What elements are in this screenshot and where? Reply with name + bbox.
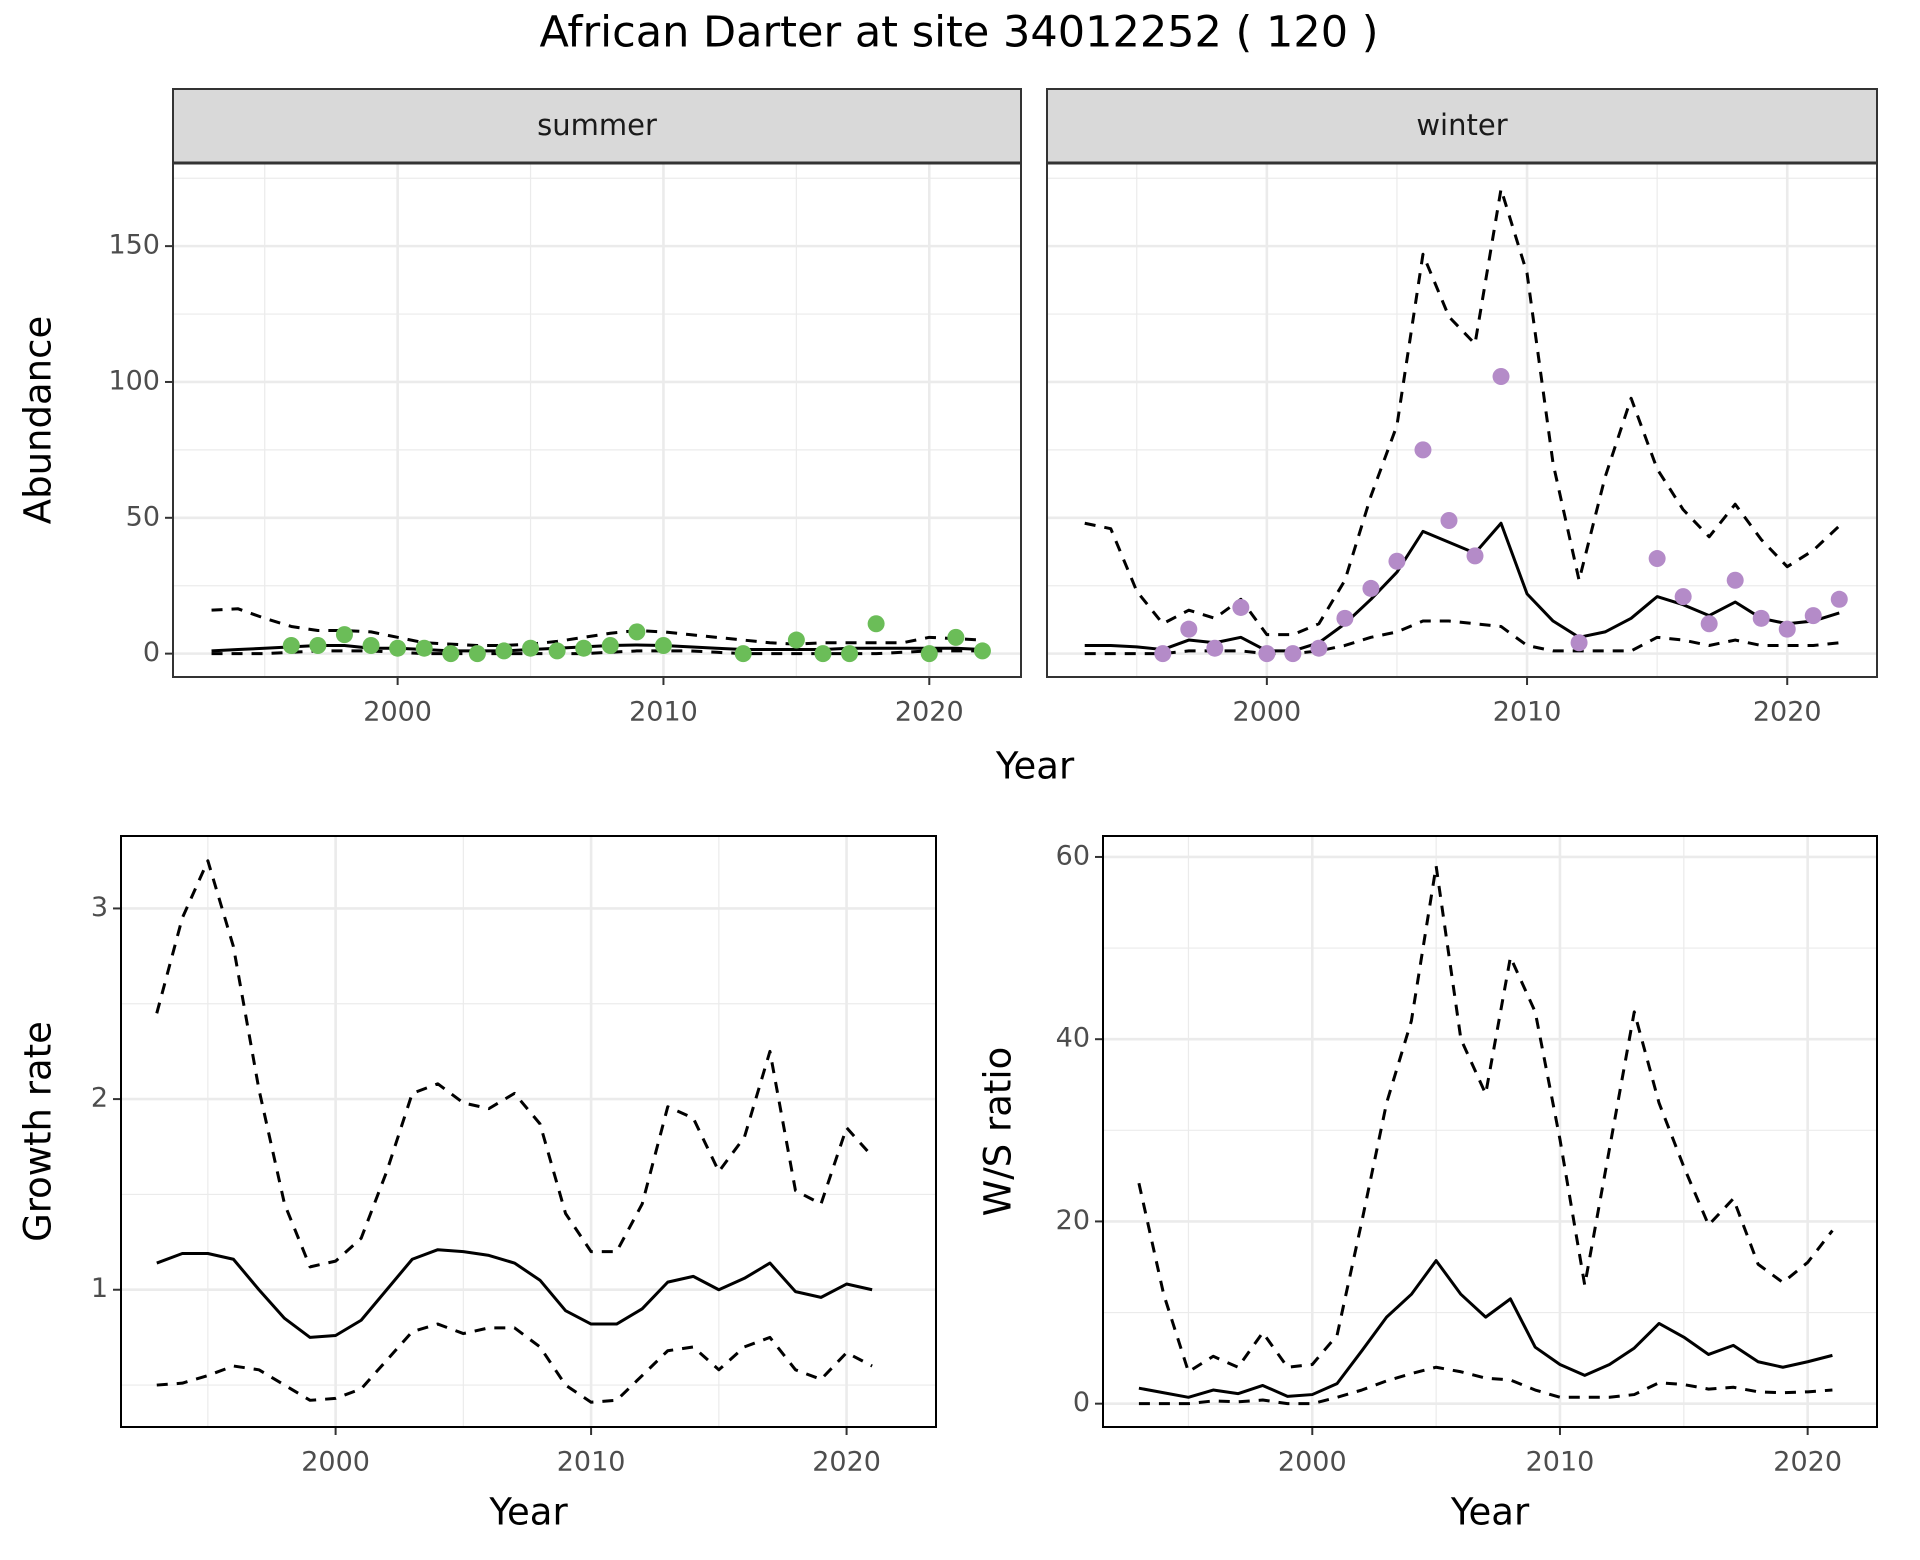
- y-tick-label: 100: [108, 365, 160, 396]
- observed-point: [841, 645, 859, 663]
- panel-background: [1103, 836, 1877, 1427]
- observed-point: [867, 615, 885, 633]
- observed-point: [389, 639, 407, 657]
- x-tick-label: 2020: [1773, 1447, 1842, 1478]
- observed-point: [1752, 609, 1770, 627]
- x-tick-label: 2020: [812, 1447, 881, 1478]
- observed-point: [1232, 598, 1250, 616]
- panel-background: [1047, 163, 1877, 677]
- observed-point: [1700, 615, 1718, 633]
- x-tick-label: 2000: [1232, 697, 1301, 728]
- y-tick-label: 50: [126, 501, 160, 532]
- y-axis-label: W/S ratio: [977, 1047, 1020, 1217]
- observed-point: [1336, 609, 1354, 627]
- y-tick-label: 0: [143, 637, 160, 668]
- observed-point: [468, 645, 486, 663]
- y-axis-label: Abundance: [17, 316, 60, 524]
- observed-point: [548, 642, 566, 660]
- y-tick-label: 20: [1056, 1205, 1090, 1236]
- observed-point: [920, 645, 938, 663]
- x-axis-label: Year: [1450, 1491, 1530, 1534]
- observed-point: [947, 628, 965, 646]
- observed-point: [1284, 645, 1302, 663]
- observed-point: [1674, 588, 1692, 606]
- observed-point: [1310, 639, 1328, 657]
- observed-point: [628, 623, 646, 641]
- observed-point: [601, 636, 619, 654]
- strip-label: summer: [537, 108, 657, 142]
- strip: [1046, 88, 1878, 164]
- x-tick-label: 2010: [557, 1447, 626, 1478]
- x-tick-label: 2000: [363, 697, 432, 728]
- estimate-line: [156, 1248, 873, 1339]
- panel-background: [173, 163, 1021, 677]
- x-tick-label: 2010: [1493, 697, 1562, 728]
- observed-point: [973, 642, 991, 660]
- y-tick-label: 3: [91, 892, 108, 923]
- figure-title: African Darter at site 34012252 ( 120 ): [539, 8, 1378, 58]
- observed-point: [1492, 368, 1510, 386]
- observed-point: [1830, 590, 1848, 608]
- observed-point: [734, 645, 752, 663]
- observed-point: [1570, 634, 1588, 652]
- observed-point: [495, 642, 513, 660]
- interval-line: [1137, 864, 1834, 1374]
- observed-point: [1440, 512, 1458, 530]
- panel-background: [121, 836, 936, 1427]
- observed-point: [335, 626, 353, 644]
- y-tick-label: 2: [91, 1083, 108, 1114]
- observed-point: [814, 645, 832, 663]
- observed-point: [415, 639, 433, 657]
- strip: [172, 88, 1022, 164]
- y-tick-label: 0: [1073, 1387, 1090, 1418]
- observed-point: [282, 636, 300, 654]
- observed-point: [1778, 620, 1796, 638]
- estimate-line: [1138, 1259, 1833, 1399]
- x-tick-label: 2010: [1526, 1447, 1595, 1478]
- observed-point: [575, 639, 593, 657]
- interval-line: [155, 859, 874, 1269]
- observed-point: [1180, 620, 1198, 638]
- observed-point: [1388, 552, 1406, 570]
- observed-point: [787, 631, 805, 649]
- strip-label: winter: [1416, 108, 1507, 142]
- observed-point: [1804, 607, 1822, 625]
- interval-line: [1084, 187, 1841, 637]
- observed-point: [309, 636, 327, 654]
- x-tick-label: 2020: [1753, 697, 1822, 728]
- x-tick-label: 2000: [1278, 1447, 1347, 1478]
- y-tick-label: 1: [91, 1273, 108, 1304]
- y-tick-label: 60: [1056, 840, 1090, 871]
- observed-point: [1362, 579, 1380, 597]
- observed-point: [442, 645, 460, 663]
- observed-point: [1466, 547, 1484, 565]
- y-tick-label: 40: [1056, 1023, 1090, 1054]
- x-tick-label: 2000: [301, 1447, 370, 1478]
- observed-point: [1648, 550, 1666, 568]
- y-tick-label: 150: [108, 230, 160, 261]
- shared-x-label: Year: [995, 745, 1075, 788]
- observed-point: [1726, 571, 1744, 589]
- interval-line: [211, 607, 983, 647]
- observed-point: [1258, 645, 1276, 663]
- interval-line: [156, 1322, 873, 1404]
- observed-point: [1206, 639, 1224, 657]
- x-tick-label: 2010: [629, 697, 698, 728]
- x-tick-label: 2020: [895, 697, 964, 728]
- observed-point: [522, 639, 540, 657]
- observed-point: [1414, 441, 1432, 459]
- observed-point: [654, 636, 672, 654]
- observed-point: [1154, 645, 1172, 663]
- observed-point: [362, 636, 380, 654]
- panel-border: [120, 835, 937, 1428]
- y-axis-label: Growth rate: [17, 1021, 60, 1242]
- x-axis-label: Year: [488, 1491, 568, 1534]
- panel-border: [1102, 835, 1878, 1428]
